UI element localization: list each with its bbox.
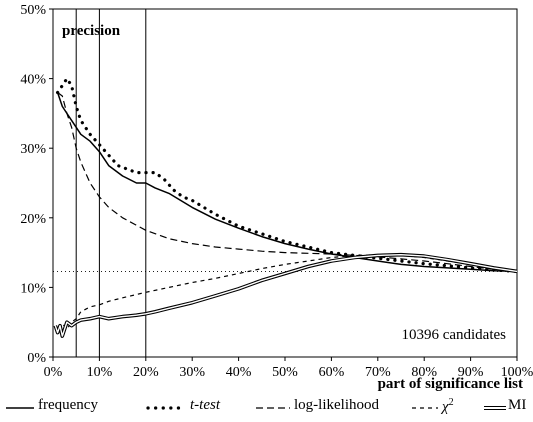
vertical-marker-lines [53, 9, 517, 357]
x-tick-label: 70% [365, 365, 391, 380]
series-line-chi-squared [54, 254, 518, 334]
chart-axes: 0% 10% 20% 30% 40% 50% 0% 10% 20% 30% 40% 50% 60% 70%… [20, 3, 533, 380]
legend-swatch-t-test [146, 406, 188, 410]
x-tick-label: 50% [272, 365, 298, 380]
y-tick-label: 20% [20, 212, 46, 227]
legend-label-chi-squared: χ2 [442, 397, 454, 416]
series-line-frequency [56, 92, 518, 273]
legend-label-log-likelihood: log-likelihood [294, 397, 379, 413]
series-lines [53, 76, 519, 338]
y-tick-label: 10% [20, 281, 46, 296]
legend-swatch-mi [484, 406, 506, 410]
x-tick-label: 10% [87, 365, 113, 380]
legend-item-chi-squared: χ2 [412, 396, 472, 418]
precision-chart: 0% 10% 20% 30% 40% 50% 0% 10% 20% 30% 40% 50% 60% 70%… [20, 3, 533, 392]
x-tick-label: 90% [458, 365, 484, 380]
legend-item-log-likelihood: log-likelihood [256, 396, 396, 418]
series-line-log-likelihood [57, 92, 518, 272]
legend-label-frequency: frequency [38, 397, 98, 413]
legend-item-t-test: t-test [146, 396, 266, 418]
legend-swatch-log-likelihood [256, 407, 290, 409]
legend-swatch-chi-squared [412, 407, 438, 409]
x-tick-label: 40% [226, 365, 252, 380]
x-tick-label: 20% [133, 365, 159, 380]
y-tick-label: 30% [20, 142, 46, 157]
legend: frequency t-test log-likelihood χ2 MI [0, 396, 533, 418]
x-tick-label: 30% [179, 365, 205, 380]
series-line-t-test [55, 76, 519, 273]
y-tick-label: 50% [20, 3, 46, 18]
plot-frame [52, 8, 518, 358]
x-tick-label: 60% [319, 365, 345, 380]
y-tick-label: 40% [20, 73, 46, 88]
candidates-annotation: 10396 candidates [401, 327, 506, 343]
legend-item-mi: MI [484, 396, 533, 418]
chart-title: precision [62, 23, 121, 39]
x-tick-label: 0% [44, 365, 63, 380]
y-tick-label: 0% [27, 351, 46, 366]
legend-item-frequency: frequency [6, 396, 126, 418]
legend-label-t-test: t-test [190, 397, 220, 413]
series-line-mi [53, 252, 518, 338]
legend-swatch-frequency [6, 407, 34, 409]
chi-base: χ [442, 399, 449, 415]
series-line-mi-inner [54, 253, 518, 337]
legend-label-mi: MI [508, 397, 527, 413]
x-tick-label: 100% [501, 365, 533, 380]
x-axis-label: part of significance list [378, 376, 523, 392]
chi-exponent: 2 [448, 397, 454, 408]
x-tick-label: 80% [411, 365, 437, 380]
